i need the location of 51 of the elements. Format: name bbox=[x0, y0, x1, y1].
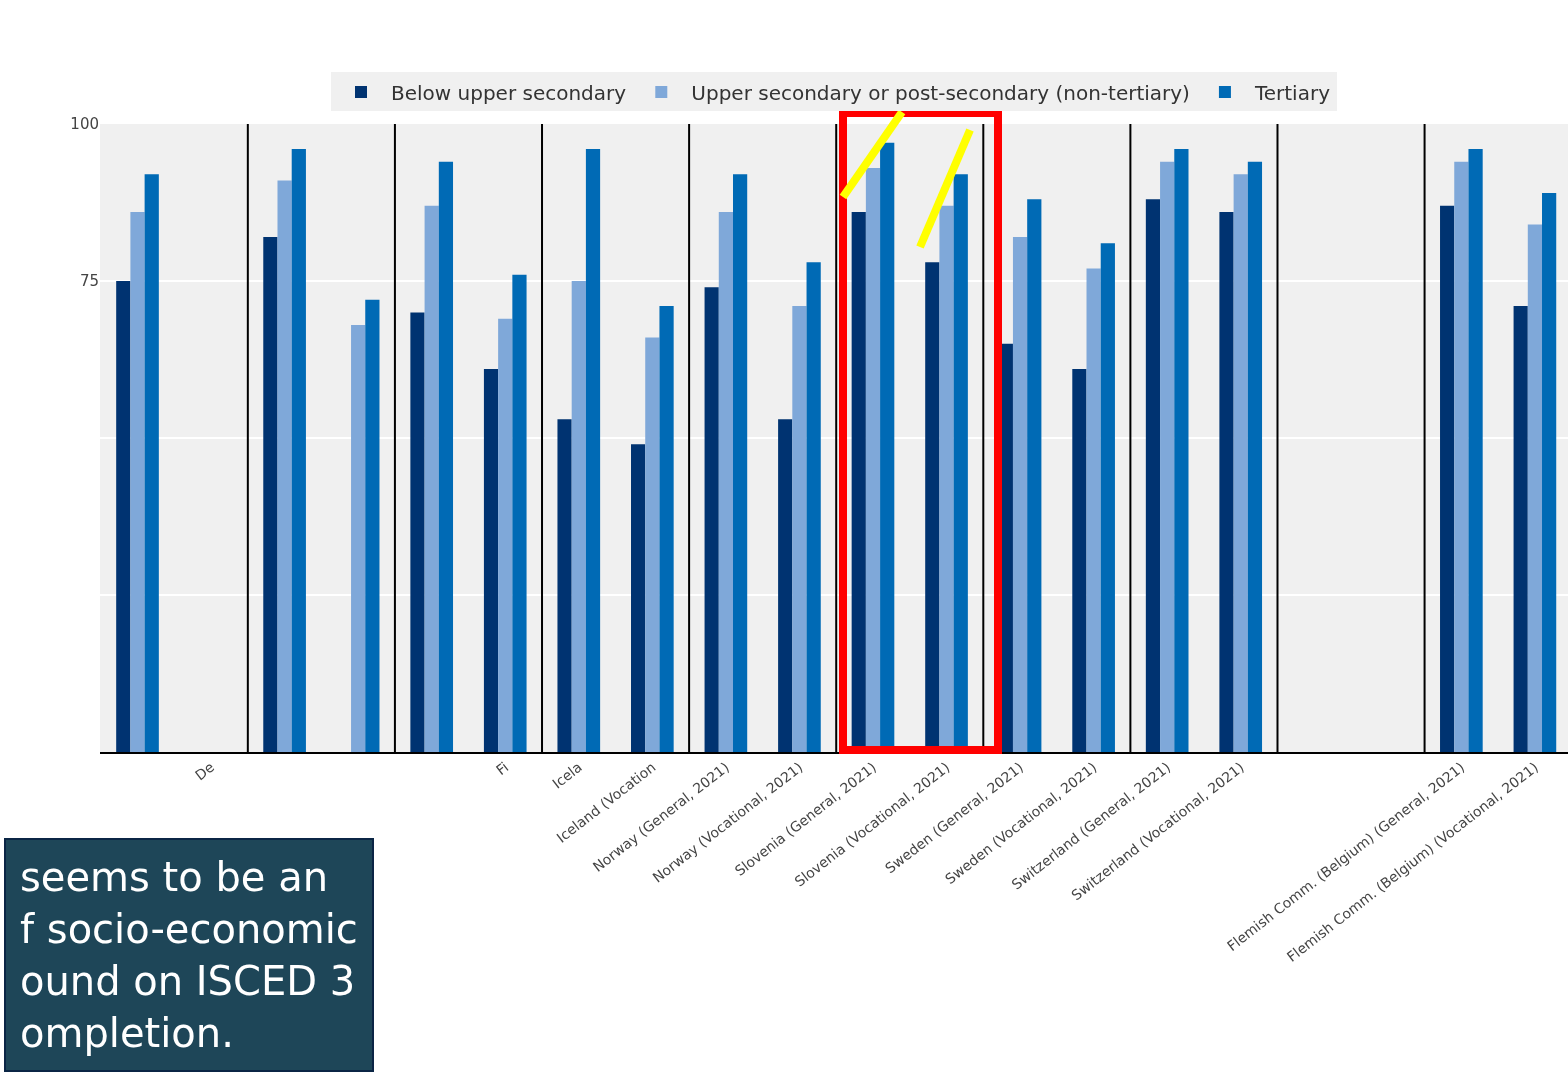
x-tick-label: De bbox=[192, 758, 218, 784]
bar bbox=[806, 262, 821, 752]
bar bbox=[1247, 161, 1263, 752]
bar bbox=[1513, 306, 1528, 752]
bar bbox=[571, 281, 586, 752]
bar bbox=[483, 368, 499, 752]
y-tick-label: 75 bbox=[79, 272, 99, 291]
bar bbox=[1100, 243, 1115, 752]
bar bbox=[1072, 368, 1087, 752]
bar bbox=[130, 211, 145, 752]
bar bbox=[1542, 193, 1557, 752]
bar bbox=[410, 312, 425, 752]
legend-label: Tertiary bbox=[1253, 80, 1331, 105]
bar bbox=[778, 419, 793, 752]
bar bbox=[263, 237, 278, 752]
bar bbox=[1174, 149, 1189, 752]
bar bbox=[438, 161, 454, 752]
bar bbox=[1027, 199, 1042, 752]
bar bbox=[144, 174, 159, 752]
bar bbox=[1219, 211, 1234, 752]
bar bbox=[1527, 224, 1543, 752]
bar bbox=[365, 299, 380, 752]
bar bbox=[659, 306, 674, 752]
bar bbox=[733, 174, 748, 752]
bar bbox=[704, 287, 719, 752]
bar bbox=[557, 419, 572, 752]
bar bbox=[512, 274, 527, 752]
legend-label: Below upper secondary bbox=[391, 80, 627, 105]
bar bbox=[1145, 199, 1161, 752]
bar bbox=[1440, 205, 1455, 752]
bar bbox=[1233, 174, 1248, 752]
bar bbox=[116, 281, 131, 752]
y-tick-label: 100 bbox=[70, 115, 99, 134]
legend-label: Upper secondary or post-secondary (non-tertiary) bbox=[691, 80, 1190, 105]
bar bbox=[792, 306, 807, 752]
bar bbox=[277, 180, 292, 752]
bar bbox=[1160, 161, 1175, 752]
bar bbox=[424, 205, 439, 752]
text: seems to be an f socio-economic ound on ISCED 3 ompletion. bbox=[20, 854, 358, 1056]
bar bbox=[1012, 237, 1028, 752]
bar bbox=[498, 318, 513, 752]
bar bbox=[718, 211, 733, 752]
bar bbox=[291, 149, 306, 752]
bar bbox=[1086, 268, 1101, 752]
bar bbox=[645, 337, 660, 752]
bar bbox=[351, 324, 366, 752]
bar bbox=[1454, 161, 1469, 752]
bar bbox=[631, 444, 646, 752]
x-tick-label: Fi bbox=[492, 758, 512, 779]
bar bbox=[585, 149, 601, 752]
bar bbox=[1468, 149, 1483, 752]
